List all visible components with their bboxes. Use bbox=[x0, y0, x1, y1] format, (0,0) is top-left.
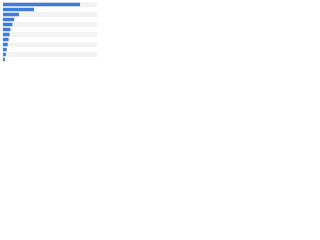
bar bbox=[3, 2, 81, 7]
row-band bbox=[3, 52, 97, 57]
bar bbox=[3, 42, 8, 47]
bar bbox=[3, 17, 15, 22]
bar bbox=[3, 32, 10, 37]
row-band bbox=[3, 12, 97, 17]
page: (() => { const data = JSON.parse(documen… bbox=[0, 0, 320, 71]
bar bbox=[3, 27, 11, 32]
chart bbox=[3, 2, 97, 62]
bar bbox=[3, 12, 19, 17]
bar bbox=[3, 22, 13, 27]
row-band bbox=[3, 42, 97, 47]
bar bbox=[3, 52, 6, 57]
bar bbox=[3, 37, 9, 42]
bar bbox=[3, 57, 5, 62]
bar bbox=[3, 47, 7, 52]
bar bbox=[3, 7, 35, 12]
row-band bbox=[3, 32, 97, 37]
row-band bbox=[3, 22, 97, 27]
